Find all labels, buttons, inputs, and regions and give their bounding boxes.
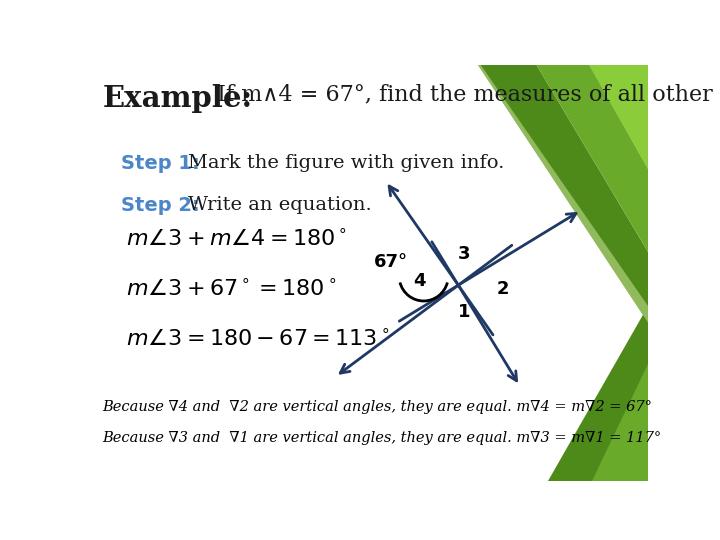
Text: $m\angle3 = 180 - 67 = 113^\circ$: $m\angle3 = 180 - 67 = 113^\circ$	[126, 328, 390, 349]
Polygon shape	[478, 65, 648, 322]
Text: Example:: Example:	[102, 84, 253, 112]
Text: $m\angle3 + m\angle4 = 180^\circ$: $m\angle3 + m\angle4 = 180^\circ$	[126, 228, 347, 249]
Text: Because ∇3 and  ∇1 are vertical angles, they are equal. m∇3 = m∇1 = 117°: Because ∇3 and ∇1 are vertical angles, t…	[102, 431, 662, 445]
Text: If m∧4 = 67°, find the measures of all other angles.: If m∧4 = 67°, find the measures of all o…	[210, 84, 720, 105]
Text: Step 2:: Step 2:	[121, 196, 199, 215]
Text: 4: 4	[413, 272, 426, 290]
Text: Mark the figure with given info.: Mark the figure with given info.	[188, 154, 504, 172]
Text: $m\angle3 + 67^\circ = 180^\circ$: $m\angle3 + 67^\circ = 180^\circ$	[126, 278, 336, 299]
Polygon shape	[590, 65, 648, 168]
Text: Because ∇4 and  ∇2 are vertical angles, they are equal. m∇4 = m∇2 = 67°: Because ∇4 and ∇2 are vertical angles, t…	[102, 400, 652, 414]
Polygon shape	[593, 364, 648, 481]
Polygon shape	[478, 65, 648, 322]
Text: 67°: 67°	[374, 253, 408, 271]
Text: 2: 2	[497, 280, 509, 298]
Text: Write an equation.: Write an equation.	[188, 196, 372, 214]
Text: 3: 3	[458, 245, 470, 263]
Polygon shape	[547, 306, 648, 481]
Text: 1: 1	[458, 303, 470, 321]
Polygon shape	[536, 65, 648, 252]
Text: Step 1:: Step 1:	[121, 154, 199, 173]
